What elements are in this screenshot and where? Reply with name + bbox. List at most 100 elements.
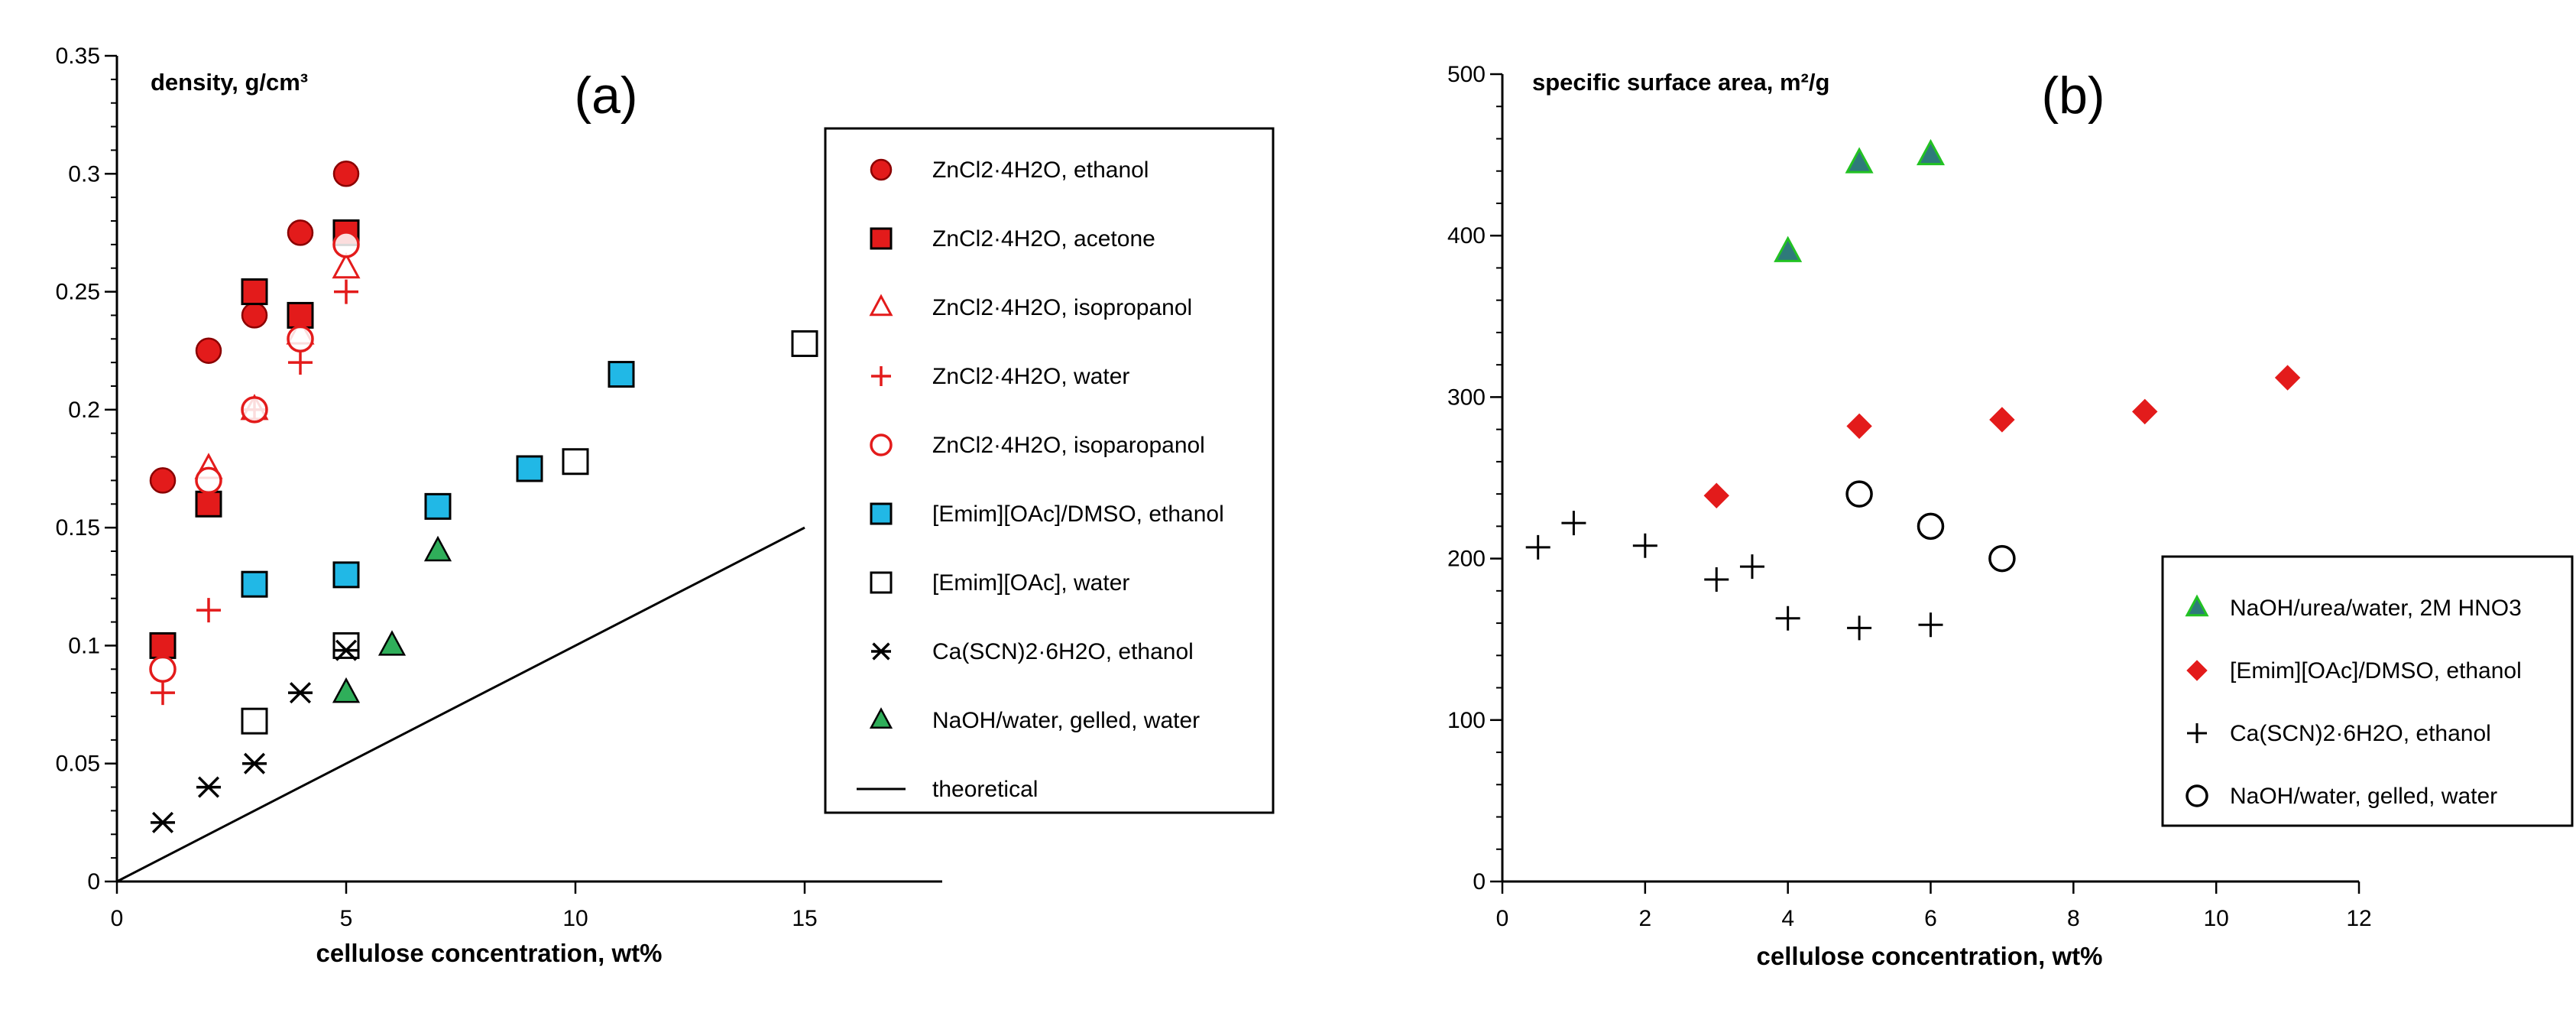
data-point bbox=[1632, 533, 1657, 558]
data-point-shape bbox=[791, 330, 818, 357]
data-point bbox=[516, 455, 543, 482]
data-point bbox=[1846, 413, 1872, 440]
data-point bbox=[149, 467, 177, 494]
series-4 bbox=[1845, 480, 2016, 573]
y-tick-label: 0.35 bbox=[56, 44, 100, 69]
legend-marker-shape bbox=[2185, 594, 2209, 617]
data-point-shape bbox=[288, 682, 313, 704]
x-tick-label: 6 bbox=[1924, 906, 1937, 931]
data-point-shape bbox=[608, 361, 635, 388]
legend-marker bbox=[2187, 723, 2207, 743]
y-tick-label: 0.15 bbox=[56, 515, 100, 541]
data-point bbox=[241, 570, 268, 598]
theoretical-line bbox=[116, 526, 805, 883]
series-4 bbox=[151, 279, 358, 706]
legend-marker-shape bbox=[2186, 784, 2208, 807]
y-tick-label: 0.25 bbox=[56, 280, 100, 305]
data-point-shape bbox=[1845, 480, 1873, 508]
legend-entry: NaOH/urea/water, 2M HNO3 bbox=[2230, 596, 2522, 621]
legend-marker-shape bbox=[870, 433, 893, 456]
legend-entry: Ca(SCN)2·6H2O, ethanol bbox=[932, 639, 1194, 664]
data-point-shape bbox=[424, 492, 452, 520]
data-point bbox=[287, 301, 314, 329]
legend-marker-shape bbox=[869, 707, 893, 729]
data-point-shape bbox=[151, 811, 175, 833]
legend: NaOH/urea/water, 2M HNO3 [Emim][OAc]/DMSO… bbox=[2161, 555, 2574, 827]
y-axis-label: specific surface area, m²/g bbox=[1532, 69, 1829, 96]
legend: ZnCl2·4H2O, ethanol ZnCl2·4H2O, acetone Zn… bbox=[824, 127, 1275, 814]
x-tick-label: 8 bbox=[2067, 906, 2080, 931]
legend-marker bbox=[869, 294, 893, 317]
data-point bbox=[1988, 544, 2016, 573]
y-tick-label: 500 bbox=[1447, 62, 1486, 87]
panel-label: (a) bbox=[574, 67, 637, 125]
data-point-shape bbox=[288, 350, 313, 375]
series-6 bbox=[241, 361, 635, 598]
data-point bbox=[195, 490, 222, 518]
data-point bbox=[332, 231, 360, 258]
data-point-shape bbox=[241, 302, 268, 329]
data-point-shape bbox=[332, 231, 360, 258]
data-point-shape bbox=[1845, 147, 1874, 174]
y-tick-label: 0.1 bbox=[68, 633, 100, 658]
legend-entry: [Emim][OAc]/DMSO, ethanol bbox=[2230, 658, 2522, 683]
legend-entry: NaOH/water, gelled, water bbox=[932, 708, 1200, 733]
legend-entry: [Emim][OAc], water bbox=[932, 570, 1129, 596]
data-point bbox=[332, 561, 360, 589]
legend-marker bbox=[2185, 594, 2209, 617]
legend-entry: [Emim][OAc]/DMSO, ethanol bbox=[932, 502, 1224, 527]
x-tick-label: 10 bbox=[562, 906, 588, 931]
data-point bbox=[287, 219, 314, 246]
legend-entry: theoretical bbox=[932, 777, 1038, 802]
legend-marker-shape bbox=[870, 502, 893, 525]
series-10 bbox=[116, 526, 805, 883]
data-point bbox=[424, 492, 452, 520]
legend-marker-shape bbox=[870, 571, 893, 594]
y-tick-label: 400 bbox=[1447, 223, 1486, 248]
legend-marker-shape bbox=[870, 227, 893, 250]
legend-marker bbox=[870, 227, 893, 250]
legend-marker bbox=[870, 571, 893, 594]
legend-entry: ZnCl2·4H2O, water bbox=[932, 364, 1129, 389]
data-point-shape bbox=[332, 632, 360, 659]
series-7 bbox=[241, 330, 818, 735]
legend-marker bbox=[2186, 784, 2208, 807]
data-point-shape bbox=[516, 455, 543, 482]
data-point bbox=[1704, 567, 1729, 593]
data-point-shape bbox=[562, 448, 589, 476]
series-9 bbox=[332, 535, 452, 703]
data-point bbox=[791, 330, 818, 357]
legend-entry: ZnCl2·4H2O, acetone bbox=[932, 226, 1155, 252]
data-point bbox=[423, 535, 452, 562]
data-point bbox=[1561, 511, 1586, 536]
series-2 bbox=[1703, 365, 2301, 508]
data-point-shape bbox=[332, 561, 360, 589]
data-point-shape bbox=[195, 466, 222, 495]
data-point bbox=[241, 302, 268, 329]
data-point-shape bbox=[287, 325, 314, 353]
legend-marker bbox=[870, 433, 893, 456]
data-point bbox=[151, 680, 175, 706]
data-point bbox=[1916, 138, 1946, 166]
legend-box bbox=[824, 127, 1275, 814]
y-tick-label: 0 bbox=[1473, 869, 1486, 894]
data-point-shape bbox=[1525, 534, 1550, 560]
data-point-shape bbox=[1846, 413, 1872, 440]
x-axis-label: cellulose concentration, wt% bbox=[1757, 942, 2103, 970]
data-point-shape bbox=[1988, 544, 2016, 573]
data-point-shape bbox=[241, 707, 268, 735]
x-tick-label: 0 bbox=[111, 906, 124, 931]
data-point-shape bbox=[1916, 138, 1946, 166]
data-point bbox=[1703, 482, 1729, 508]
data-point bbox=[1847, 615, 1872, 641]
series-5 bbox=[149, 231, 360, 683]
x-tick-label: 10 bbox=[2203, 906, 2228, 931]
legend-marker-shape bbox=[871, 366, 891, 386]
data-point-shape bbox=[332, 677, 361, 703]
x-tick-label: 2 bbox=[1638, 906, 1651, 931]
data-point bbox=[241, 278, 268, 306]
data-point-shape bbox=[1775, 606, 1800, 631]
data-point-shape bbox=[241, 570, 268, 598]
data-point bbox=[242, 752, 267, 774]
series-1 bbox=[1774, 138, 1946, 262]
